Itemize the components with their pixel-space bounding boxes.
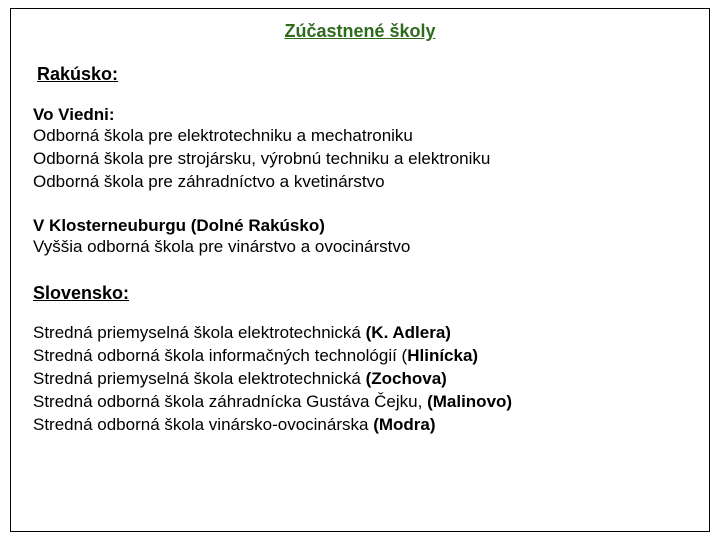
item-bold: Hlinícka): [407, 346, 478, 365]
page-title: Zúčastnené školy: [33, 21, 687, 42]
item-bold: (Zochova): [366, 369, 447, 388]
klosterneuburg-block: V Klosterneuburgu (Dolné Rakúsko) Vyššia…: [33, 216, 687, 259]
klosterneuburg-item: Vyššia odborná škola pre vinárstvo a ovo…: [33, 236, 687, 259]
klosterneuburg-subheader: V Klosterneuburgu (Dolné Rakúsko): [33, 216, 687, 236]
slovakia-item: Stredná odborná škola záhradnícka Gustáv…: [33, 391, 687, 414]
document-page: Zúčastnené školy Rakúsko: Vo Viedni: Odb…: [10, 8, 710, 532]
item-text: Stredná odborná škola záhradnícka Gustáv…: [33, 392, 427, 411]
slovakia-header: Slovensko:: [33, 283, 687, 304]
item-text: Stredná odborná škola vinársko-ovocinárs…: [33, 415, 373, 434]
item-text: Stredná odborná škola informačných techn…: [33, 346, 407, 365]
austria-header: Rakúsko:: [37, 64, 687, 85]
vienna-subheader: Vo Viedni:: [33, 105, 687, 125]
vienna-item: Odborná škola pre strojársku, výrobnú te…: [33, 148, 687, 171]
slovakia-item: Stredná priemyselná škola elektrotechnic…: [33, 368, 687, 391]
item-bold: (Modra): [373, 415, 435, 434]
item-text: Stredná priemyselná škola elektrotechnic…: [33, 323, 366, 342]
slovakia-block: Stredná priemyselná škola elektrotechnic…: [33, 322, 687, 437]
vienna-item: Odborná škola pre elektrotechniku a mech…: [33, 125, 687, 148]
slovakia-item: Stredná odborná škola informačných techn…: [33, 345, 687, 368]
item-text: Stredná priemyselná škola elektrotechnic…: [33, 369, 366, 388]
item-bold: (K. Adlera): [366, 323, 451, 342]
vienna-block: Vo Viedni: Odborná škola pre elektrotech…: [33, 105, 687, 194]
vienna-item: Odborná škola pre záhradníctvo a kvetiná…: [33, 171, 687, 194]
item-bold: (Malinovo): [427, 392, 512, 411]
slovakia-item: Stredná priemyselná škola elektrotechnic…: [33, 322, 687, 345]
slovakia-item: Stredná odborná škola vinársko-ovocinárs…: [33, 414, 687, 437]
